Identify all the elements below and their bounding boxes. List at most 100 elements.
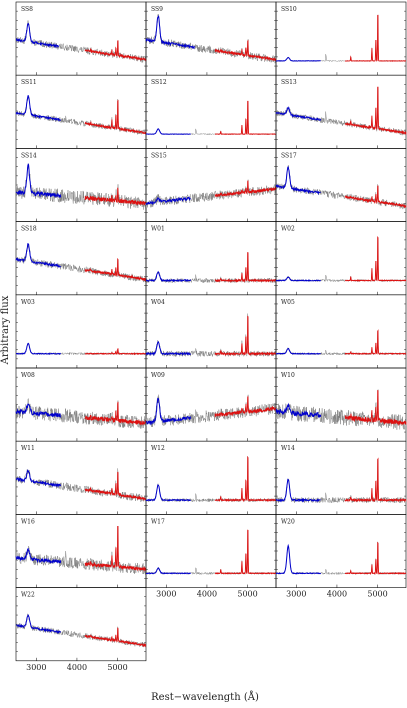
panel-label: SS8 [21, 6, 33, 13]
panel-label: W20 [281, 518, 295, 525]
panel-frame [145, 1, 277, 76]
blue-fit-line [16, 342, 62, 355]
blue-fit-line [15, 243, 62, 268]
panel-frame [145, 294, 277, 369]
red-fit-line [84, 348, 147, 356]
observed-spectrum-line [15, 342, 147, 356]
x-tick-label: 3000 [26, 663, 46, 672]
observed-spectrum-line [276, 87, 407, 136]
blue-fit-line [145, 567, 191, 575]
spectrum-panel: W11 [15, 440, 147, 515]
observed-spectrum-line [275, 14, 407, 63]
panel-label: SS17 [281, 152, 297, 159]
spectrum-panel: SS17 [275, 148, 407, 222]
red-fit-line [214, 455, 277, 503]
blue-fit-line [15, 95, 62, 122]
panel-label: W02 [281, 226, 295, 233]
red-fit-line [214, 315, 277, 357]
spectrum-panel: W09 [145, 367, 277, 442]
red-fit-line [214, 39, 277, 61]
panel-label: SS15 [151, 152, 167, 159]
panel-label: W09 [151, 372, 165, 379]
red-fit-line [344, 185, 407, 209]
panel-label: W22 [21, 592, 35, 599]
red-fit-line [84, 257, 147, 282]
panel-frame [15, 1, 147, 76]
spectrum-panel: W14 [275, 440, 407, 515]
panel-label: W05 [281, 299, 295, 306]
spectrum-panel: SS9 [145, 1, 277, 76]
panel-label: W16 [21, 518, 35, 525]
panel-label: W04 [151, 299, 165, 306]
spectrum-panel: W01 [145, 221, 277, 296]
panel-frame [275, 440, 407, 515]
observed-spectrum-line [275, 459, 407, 504]
spectrum-panel: SS11 [15, 74, 147, 149]
panel-label: W03 [21, 299, 35, 306]
blue-fit-line [145, 270, 192, 283]
blue-fit-line [15, 163, 62, 198]
blue-fit-line [275, 347, 321, 355]
spectrum-panel: SS18 [15, 221, 147, 296]
panel-frame [15, 294, 147, 369]
observed-spectrum-line [145, 456, 277, 503]
observed-spectrum-line [145, 101, 277, 136]
observed-spectrum-line [275, 238, 407, 283]
blue-fit-line [275, 543, 322, 575]
observed-spectrum-line [275, 389, 407, 430]
blue-fit-line [275, 57, 321, 62]
spectrum-panel: SS12 [145, 74, 277, 149]
spectrum-panel: SS15 [145, 148, 277, 222]
spectrum-panel: W02 [275, 221, 407, 296]
observed-spectrum-line [275, 330, 407, 356]
red-fit-line [344, 329, 407, 356]
red-fit-line [214, 396, 277, 418]
x-tick-label: 5000 [107, 663, 127, 672]
panel-frame [15, 367, 147, 442]
blue-fit-line [15, 22, 60, 49]
red-fit-line [84, 187, 147, 206]
spectrum-panel: W08 [15, 367, 147, 442]
blue-fit-line [275, 276, 321, 282]
spectrum-panel: W03 [15, 294, 147, 369]
x-tick-label: 5000 [367, 590, 387, 599]
panel-frame [145, 440, 277, 515]
spectrum-panel: W16 [15, 514, 147, 588]
panel-frame [15, 514, 147, 588]
red-fit-line [214, 251, 277, 283]
red-fit-line [84, 401, 147, 426]
observed-spectrum-line [275, 541, 407, 576]
panel-label: SS18 [21, 226, 37, 233]
panel-frame [15, 587, 147, 662]
blue-fit-line [275, 165, 321, 196]
blue-fit-line [145, 484, 191, 502]
observed-spectrum-line [145, 531, 277, 576]
panel-frame [15, 440, 147, 515]
red-fit-line [84, 40, 147, 62]
blue-fit-line [275, 478, 321, 503]
x-axis-label: Rest−wavelength (Å) [151, 691, 259, 703]
blue-fit-line [15, 403, 62, 418]
panel-label: W14 [281, 445, 295, 452]
panel-label: W11 [21, 445, 35, 452]
blue-fit-line [145, 196, 191, 206]
y-axis-label: Arbitrary flux [0, 295, 11, 365]
red-fit-line [344, 389, 407, 427]
spectrum-panel: W05 [275, 294, 407, 369]
observed-spectrum-line [15, 20, 147, 63]
panel-label: SS9 [151, 6, 163, 13]
red-fit-line [214, 180, 277, 198]
red-fit-line [345, 235, 407, 282]
observed-spectrum-line [145, 313, 277, 358]
blue-fit-line [15, 614, 62, 634]
observed-spectrum-line [145, 252, 277, 284]
panel-label: W17 [151, 518, 165, 525]
panel-label: W10 [281, 372, 295, 379]
panel-frame [275, 294, 407, 369]
panel-frame [275, 514, 407, 588]
observed-spectrum-line [15, 398, 147, 429]
red-fit-line [345, 541, 407, 576]
blue-fit-line [15, 469, 62, 488]
panel-label: SS14 [21, 152, 37, 159]
